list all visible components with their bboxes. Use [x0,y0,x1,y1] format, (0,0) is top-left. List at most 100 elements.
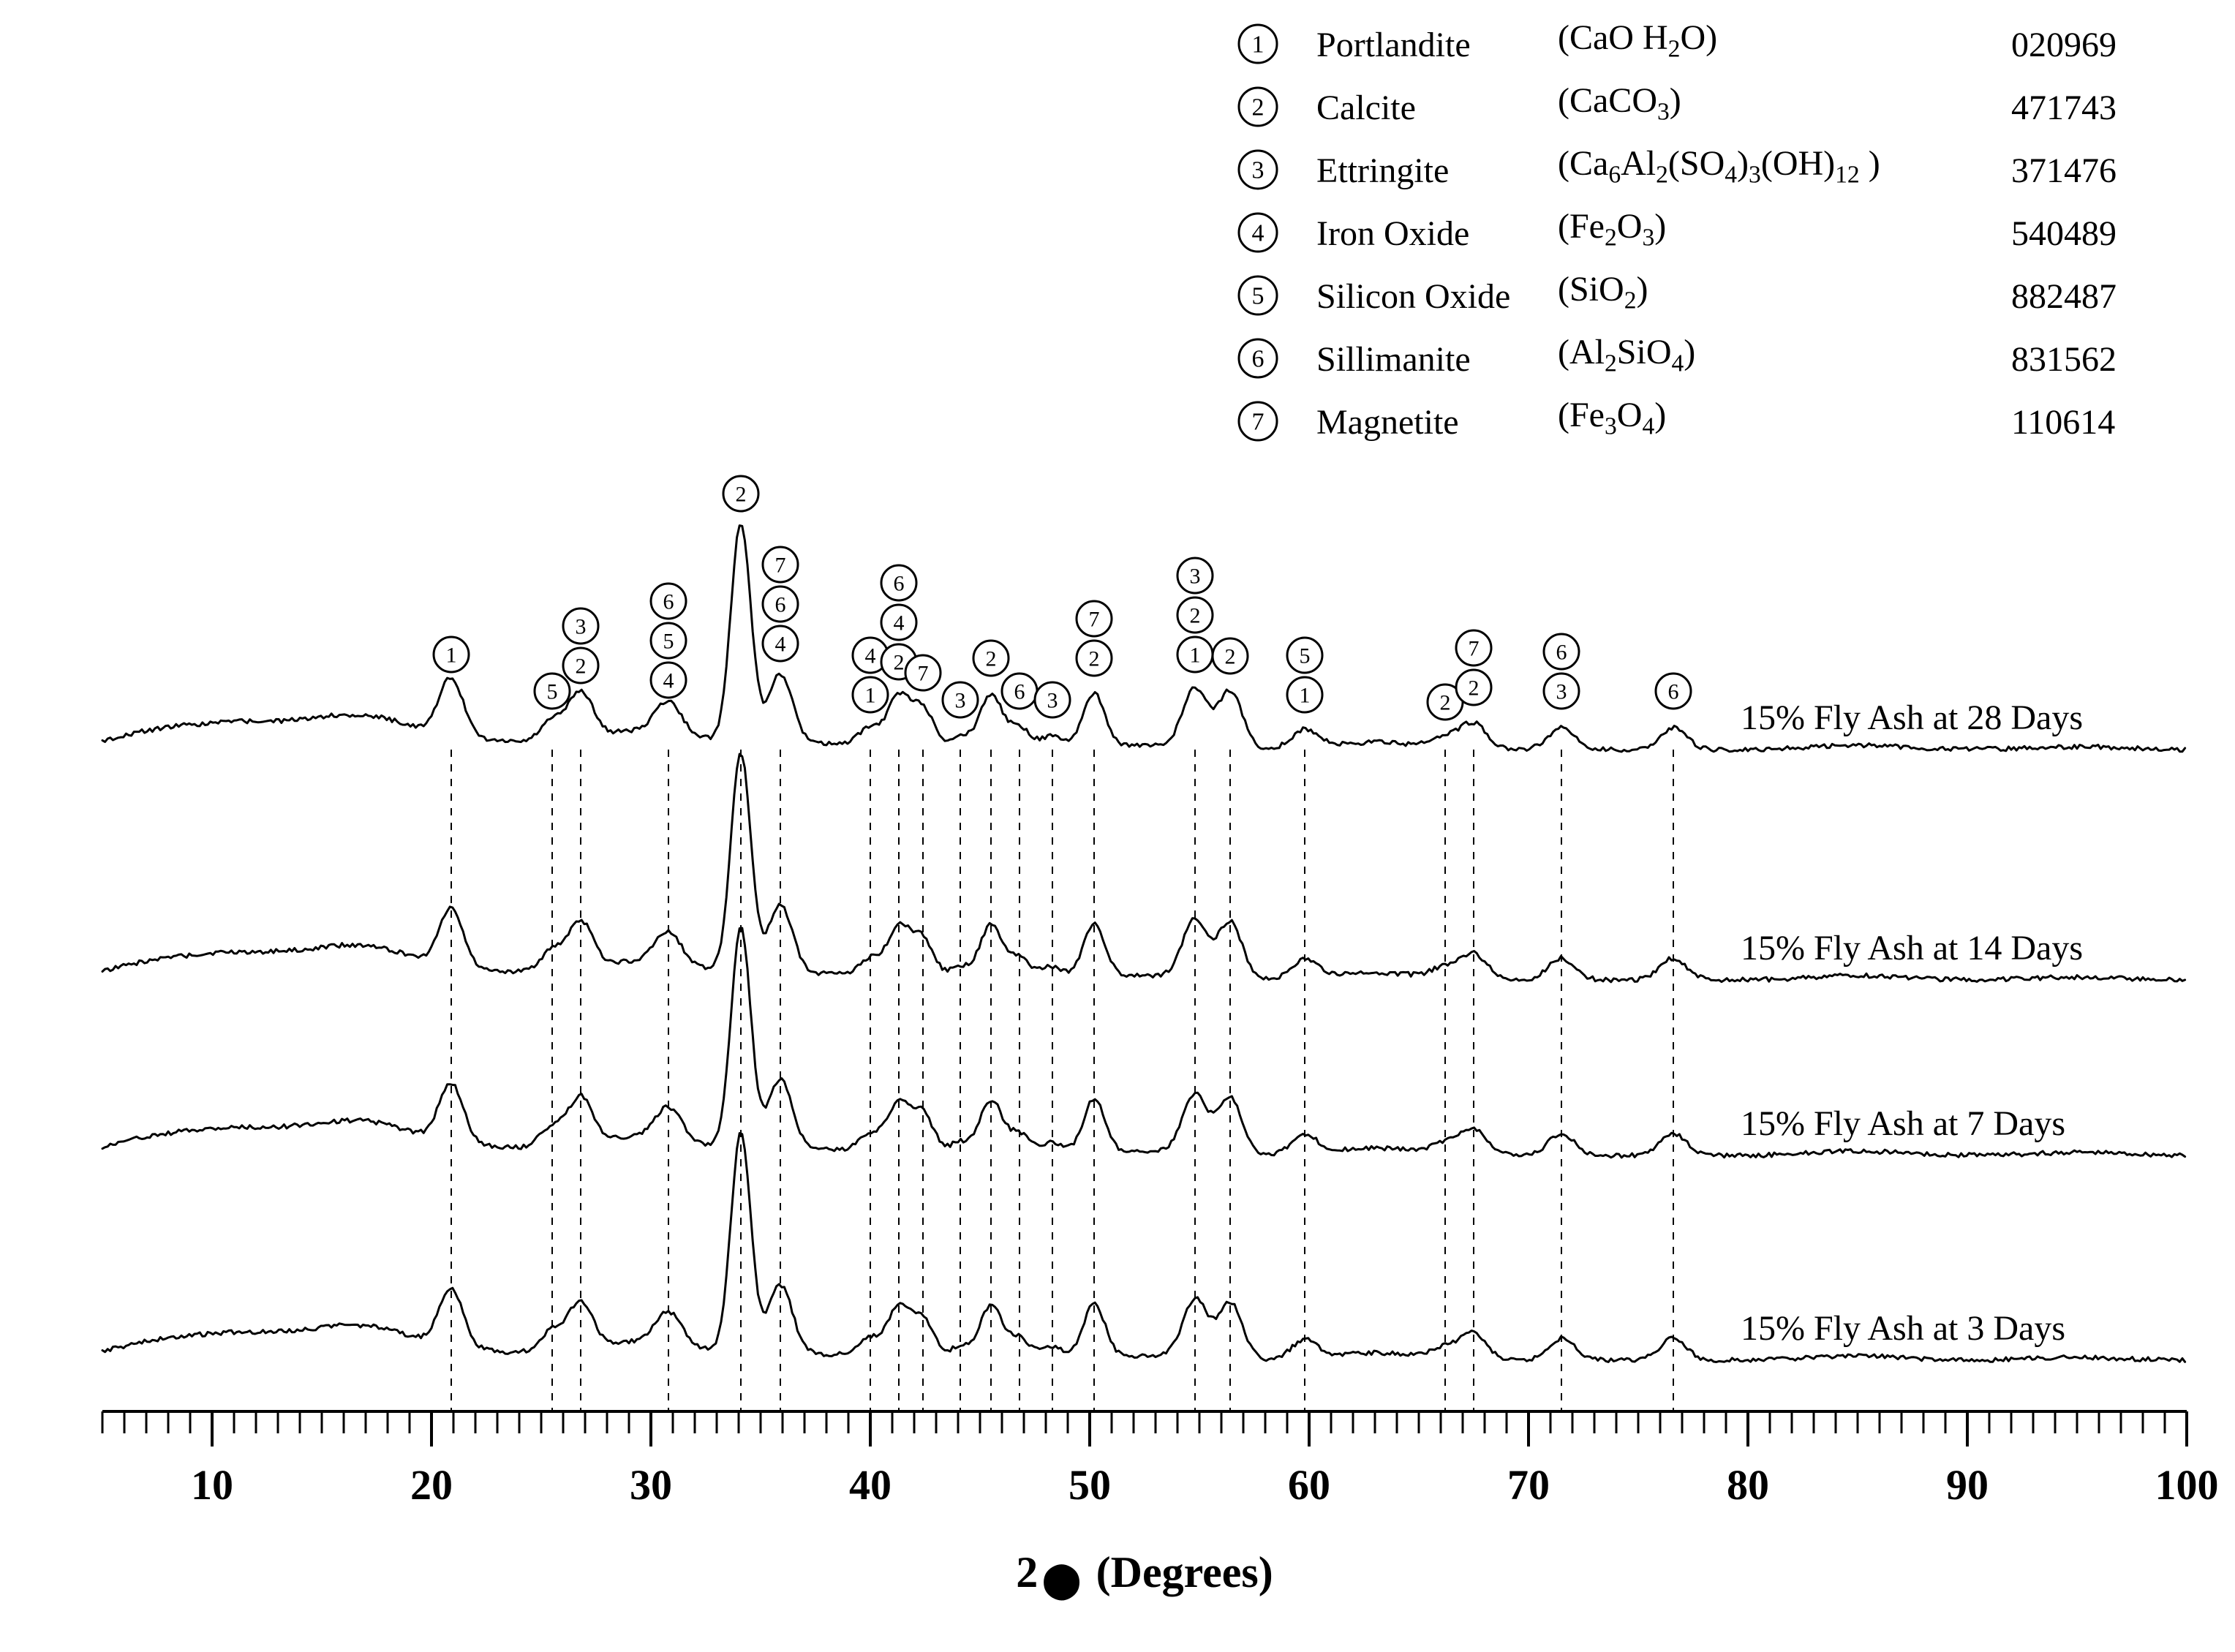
trace-label: 15% Fly Ash at 14 Days [1741,929,2083,968]
phase-legend: 1 Portlandite (CaO H2O)020969 2 Calcite (CaCO… [1239,18,2117,458]
peak-marker: 6 [651,584,686,619]
peak-marker: 6 [763,587,798,622]
peak-marker: 1 [1287,677,1322,712]
svg-text:1: 1 [1252,31,1265,59]
peak-marker: 3 [1035,682,1070,717]
x-axis-title: 2⬤ (Degrees) [1016,1548,1273,1601]
svg-text:6: 6 [1556,641,1567,665]
legend-row: 5 Silicon Oxide(SiO2)882487 [1239,269,2117,332]
peak-marker: 4 [763,626,798,661]
legend-formula: (CaO H2O) [1558,18,2011,64]
svg-text:7: 7 [1089,608,1100,632]
legend-row: 3Ettringite(Ca6Al2(SO4)3(OH)12 )371476 [1239,143,2117,206]
legend-code: 540489 [2011,214,2117,253]
peak-marker: 2 [1213,638,1248,674]
legend-formula: (Al2SiO4) [1558,332,2011,378]
svg-text:7: 7 [775,554,786,578]
svg-text:6: 6 [1668,680,1679,704]
svg-text:4: 4 [1252,220,1265,247]
svg-text:3: 3 [955,689,966,713]
peak-marker: 6 [1544,634,1579,669]
chart-svg: 1020304050607080901002⬤ (Degrees)15% Fly… [0,0,2235,1648]
svg-text:4: 4 [865,644,876,668]
svg-text:2⬤ (Degrees): 2⬤ (Degrees) [1016,1548,1273,1601]
x-tick-label: 30 [630,1461,672,1509]
legend-name: Portlandite [1316,26,1471,64]
svg-text:5: 5 [1252,283,1265,310]
peak-marker: 7 [905,655,941,690]
peak-markers: 15234562467142467326327123215227366 [434,476,1691,720]
svg-text:7: 7 [1469,637,1480,661]
svg-text:2: 2 [894,651,905,675]
legend-code: 110614 [2011,403,2115,442]
svg-text:7: 7 [1252,409,1265,436]
svg-text:7: 7 [918,662,929,686]
svg-text:2: 2 [1089,647,1100,671]
legend-name: Magnetite [1316,403,1459,442]
legend-code: 471743 [2011,88,2117,127]
peak-marker: 3 [563,608,598,644]
x-tick-label: 90 [1946,1461,1989,1509]
svg-text:3: 3 [576,615,587,639]
trace-label: 15% Fly Ash at 7 Days [1741,1104,2065,1143]
peak-marker: 3 [1177,558,1213,593]
peak-marker: 5 [1287,638,1322,673]
peak-marker: 1 [1177,637,1213,672]
svg-text:1: 1 [865,684,876,708]
legend-name: Ettringite [1316,151,1449,190]
svg-text:6: 6 [894,572,905,596]
peak-marker: 2 [723,476,758,511]
peak-marker: 6 [1002,674,1037,709]
peak-marker: 3 [943,682,978,717]
legend-name: Silicon Oxide [1316,277,1510,316]
peak-marker: 5 [651,623,686,658]
peak-marker: 4 [651,663,686,698]
svg-text:4: 4 [775,633,786,657]
legend-formula: (SiO2) [1558,269,2011,315]
x-tick-label: 60 [1288,1461,1330,1509]
legend-row: 4Iron Oxide(Fe2O3)540489 [1239,206,2117,269]
peak-marker: 6 [881,565,916,600]
svg-text:3: 3 [1556,680,1567,704]
svg-text:3: 3 [1190,565,1201,589]
peak-marker: 2 [1077,641,1112,676]
trace-label: 15% Fly Ash at 3 Days [1741,1309,2065,1348]
legend-formula: (CaCO3) [1558,80,2011,127]
peak-marker: 2 [1177,597,1213,633]
x-tick-label: 50 [1068,1461,1111,1509]
svg-text:6: 6 [1252,346,1265,373]
peak-marker: 7 [763,547,798,582]
trace-label: 15% Fly Ash at 28 Days [1741,698,2083,737]
legend-row: 2 Calcite (CaCO3)471743 [1239,80,2117,143]
svg-text:6: 6 [1014,680,1025,704]
peak-marker: 7 [1456,630,1491,665]
svg-text:2: 2 [1469,676,1480,701]
svg-text:4: 4 [663,669,674,693]
xrd-chart: 1020304050607080901002⬤ (Degrees)15% Fly… [0,0,2235,1648]
x-axis: 1020304050607080901002⬤ (Degrees) [102,1411,2219,1601]
x-tick-label: 100 [2155,1461,2219,1509]
svg-text:5: 5 [663,630,674,654]
legend-row: 1 Portlandite (CaO H2O)020969 [1239,18,2117,80]
svg-text:4: 4 [894,611,905,635]
svg-text:2: 2 [986,647,997,671]
svg-text:2: 2 [1252,94,1265,121]
peak-marker: 2 [973,641,1009,676]
svg-text:2: 2 [1440,691,1451,715]
legend-code: 371476 [2011,151,2117,190]
legend-row: 7Magnetite(Fe3O4)110614 [1239,395,2115,458]
svg-text:2: 2 [1225,645,1236,669]
x-tick-label: 80 [1727,1461,1769,1509]
x-tick-label: 10 [191,1461,233,1509]
svg-text:1: 1 [446,644,457,668]
guide-lines [451,750,1673,1411]
legend-name: Iron Oxide [1316,214,1469,253]
legend-name: Calcite [1316,88,1416,127]
x-tick-label: 40 [849,1461,892,1509]
svg-text:2: 2 [576,655,587,679]
peak-marker: 7 [1077,601,1112,636]
peak-marker: 5 [535,674,570,709]
legend-code: 020969 [2011,26,2117,64]
svg-text:1: 1 [1190,644,1201,668]
traces: 15% Fly Ash at 3 Days 15% Fly Ash at 7 Da… [102,526,2185,1362]
